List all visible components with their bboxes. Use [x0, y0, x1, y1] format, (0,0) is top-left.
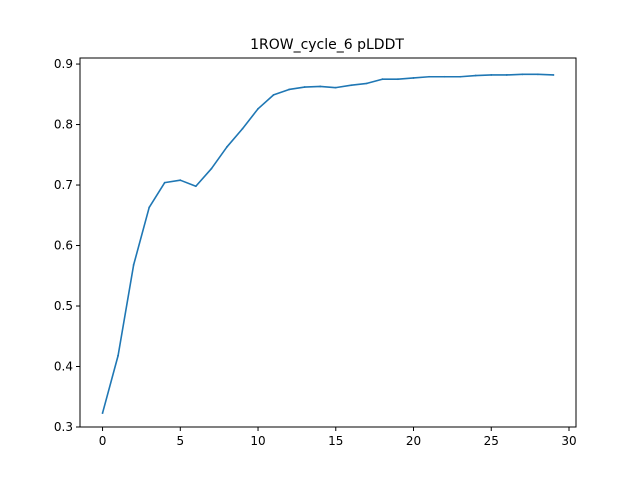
data-point	[226, 146, 228, 148]
data-point	[474, 74, 477, 77]
data-point	[397, 78, 399, 81]
x-axis-ticks: 0 5 10 15 20 25 30	[99, 427, 577, 448]
data-point	[334, 86, 337, 89]
data-point	[101, 412, 104, 414]
x-tick-label: 20	[406, 434, 421, 448]
y-tick-label: 0.8	[54, 118, 73, 132]
x-tick-label: 25	[484, 434, 499, 448]
data-point	[117, 354, 119, 357]
x-tick-label: 5	[176, 434, 184, 448]
series-layer	[101, 73, 555, 414]
data-point	[257, 107, 259, 110]
series-line-0	[101, 73, 554, 414]
y-tick-label: 0.9	[54, 57, 73, 71]
y-tick-label: 0.5	[54, 299, 73, 313]
data-point	[163, 181, 166, 184]
data-point	[412, 77, 415, 79]
data-point	[521, 73, 524, 76]
y-tick-label: 0.4	[54, 360, 73, 374]
chart-title: 1ROW_cycle_6 pLDDT	[250, 37, 404, 53]
x-tick-label: 0	[99, 434, 107, 448]
data-point	[381, 78, 384, 81]
y-tick-label: 0.3	[54, 420, 73, 434]
x-tick-label: 10	[250, 434, 265, 448]
data-point	[241, 127, 244, 130]
data-point	[490, 74, 493, 76]
data-point	[148, 206, 151, 209]
data-point	[428, 75, 430, 78]
data-point	[179, 179, 182, 182]
data-point	[194, 185, 197, 188]
data-point	[132, 263, 135, 266]
data-point	[319, 85, 322, 88]
data-point	[350, 84, 353, 87]
y-axis-ticks: 0.3 0.4 0.5 0.6 0.7 0.8 0.9	[54, 57, 80, 434]
x-tick-label: 15	[328, 434, 343, 448]
data-point	[459, 75, 462, 78]
data-point	[505, 74, 508, 76]
y-tick-label: 0.7	[54, 178, 73, 192]
data-point	[552, 74, 555, 76]
data-point	[365, 82, 368, 85]
data-point	[443, 75, 446, 78]
data-point	[272, 94, 275, 96]
x-tick-label: 30	[561, 434, 576, 448]
data-point	[210, 167, 213, 170]
y-tick-label: 0.6	[54, 239, 73, 253]
data-point	[288, 88, 291, 91]
data-point	[303, 86, 306, 88]
data-point	[537, 73, 539, 76]
plot-frame	[79, 57, 577, 428]
